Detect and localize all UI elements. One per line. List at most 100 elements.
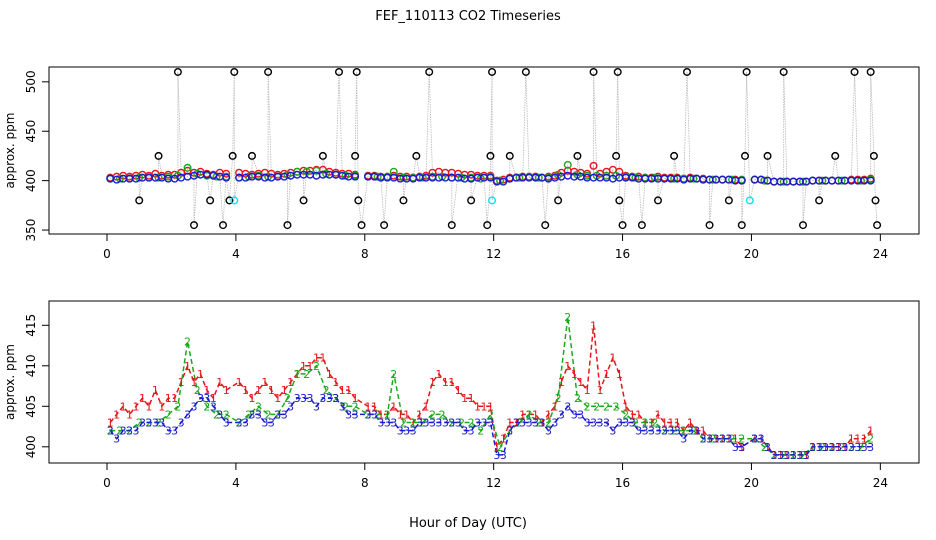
data-point-flagged bbox=[505, 151, 514, 160]
data-point-3: 3 bbox=[461, 425, 468, 438]
data-point-2: 2 bbox=[555, 392, 562, 405]
x-tick-label: 4 bbox=[232, 476, 240, 490]
data-point-flagged bbox=[318, 151, 327, 160]
data-point-3 bbox=[770, 177, 779, 186]
data-point-3: 3 bbox=[861, 441, 868, 454]
data-point-3: 3 bbox=[332, 392, 339, 405]
data-point-flagged bbox=[554, 196, 563, 205]
data-point-flagged bbox=[467, 196, 476, 205]
data-point-1: 1 bbox=[867, 425, 874, 438]
data-point-2: 2 bbox=[274, 408, 281, 421]
data-point-3: 3 bbox=[145, 417, 152, 430]
data-point-2: 2 bbox=[458, 417, 465, 430]
data-point-flagged bbox=[850, 67, 859, 76]
data-point-1: 1 bbox=[513, 417, 520, 430]
data-point-2: 2 bbox=[332, 392, 339, 405]
data-point-2: 2 bbox=[622, 408, 629, 421]
data-point-1: 1 bbox=[545, 408, 552, 421]
data-point-3: 3 bbox=[455, 417, 462, 430]
data-point-3: 3 bbox=[326, 392, 333, 405]
data-point-3: 3 bbox=[113, 433, 120, 446]
data-point-2: 2 bbox=[155, 417, 162, 430]
data-point-1: 1 bbox=[487, 400, 494, 413]
data-point-3: 3 bbox=[171, 425, 178, 438]
data-point-3 bbox=[789, 177, 798, 186]
data-point-3: 3 bbox=[352, 408, 359, 421]
y-tick-label: 400 bbox=[24, 435, 38, 458]
data-point-1: 1 bbox=[526, 408, 533, 421]
data-point-1: 1 bbox=[429, 376, 436, 389]
data-point-2: 2 bbox=[680, 425, 687, 438]
data-point-1: 1 bbox=[725, 433, 732, 446]
data-point-3 bbox=[486, 173, 495, 182]
data-point-flagged bbox=[486, 151, 495, 160]
data-point-1: 1 bbox=[120, 400, 127, 413]
data-point-3: 3 bbox=[481, 417, 488, 430]
data-point-flagged bbox=[425, 67, 434, 76]
data-point-2: 2 bbox=[574, 392, 581, 405]
data-point-flagged bbox=[225, 196, 234, 205]
data-point-flagged bbox=[399, 196, 408, 205]
data-point-3: 3 bbox=[809, 441, 816, 454]
data-point-2: 2 bbox=[284, 392, 291, 405]
data-point-1: 1 bbox=[481, 400, 488, 413]
data-point-1: 1 bbox=[294, 368, 301, 381]
data-point-flagged bbox=[218, 221, 227, 230]
data-point-1: 1 bbox=[809, 441, 816, 454]
data-point-2: 2 bbox=[632, 417, 639, 430]
data-point-3: 3 bbox=[178, 417, 185, 430]
data-point-1: 1 bbox=[783, 449, 790, 462]
data-point-1: 1 bbox=[455, 384, 462, 397]
data-point-2 bbox=[418, 173, 427, 182]
data-point-flagged bbox=[831, 151, 840, 160]
data-point-2 bbox=[563, 160, 572, 169]
data-point-2: 2 bbox=[294, 368, 301, 381]
data-point-flagged bbox=[173, 67, 182, 76]
data-point-2: 2 bbox=[661, 425, 668, 438]
data-point-2 bbox=[312, 166, 321, 175]
data-point-1: 1 bbox=[365, 400, 372, 413]
data-point-1: 1 bbox=[551, 400, 558, 413]
data-point-1: 1 bbox=[474, 400, 481, 413]
y-axis-title: approx. ppm bbox=[3, 344, 17, 420]
data-point-2: 2 bbox=[107, 425, 114, 438]
data-point-1: 1 bbox=[139, 392, 146, 405]
data-point-flagged bbox=[335, 67, 344, 76]
series-line-3 bbox=[109, 397, 871, 456]
data-point-1: 1 bbox=[184, 360, 191, 373]
data-point-1: 1 bbox=[319, 352, 326, 365]
data-point-flagged bbox=[189, 221, 198, 230]
x-tick-label: 12 bbox=[486, 247, 501, 261]
data-point-1: 1 bbox=[126, 408, 133, 421]
data-point-2: 2 bbox=[700, 433, 707, 446]
data-point-1: 1 bbox=[203, 384, 210, 397]
data-point-2: 2 bbox=[603, 400, 610, 413]
data-point-3: 3 bbox=[564, 400, 571, 413]
data-point-flagged bbox=[873, 221, 882, 230]
data-point-3: 3 bbox=[848, 441, 855, 454]
data-point-2: 2 bbox=[213, 408, 220, 421]
data-point-2: 2 bbox=[184, 336, 191, 349]
data-point-1: 1 bbox=[352, 392, 359, 405]
data-point-3: 3 bbox=[126, 425, 133, 438]
data-point-1: 1 bbox=[468, 392, 475, 405]
plot-frame bbox=[48, 300, 920, 464]
data-point-3: 3 bbox=[648, 425, 655, 438]
data-point-3: 3 bbox=[635, 425, 642, 438]
data-point-1: 1 bbox=[216, 376, 223, 389]
data-point-1: 1 bbox=[603, 368, 610, 381]
data-point-2: 2 bbox=[390, 368, 397, 381]
data-point-2: 2 bbox=[400, 417, 407, 430]
data-point-2: 2 bbox=[564, 311, 571, 324]
x-tick-label: 4 bbox=[232, 247, 240, 261]
data-point-flagged bbox=[351, 151, 360, 160]
data-point-3: 3 bbox=[281, 408, 288, 421]
data-point-1: 1 bbox=[255, 384, 262, 397]
data-point-flagged bbox=[247, 151, 256, 160]
data-point-1 bbox=[222, 169, 231, 178]
data-point-3: 3 bbox=[261, 417, 268, 430]
data-point-1: 1 bbox=[571, 368, 578, 381]
data-point-3: 3 bbox=[854, 441, 861, 454]
data-point-3: 3 bbox=[120, 425, 127, 438]
